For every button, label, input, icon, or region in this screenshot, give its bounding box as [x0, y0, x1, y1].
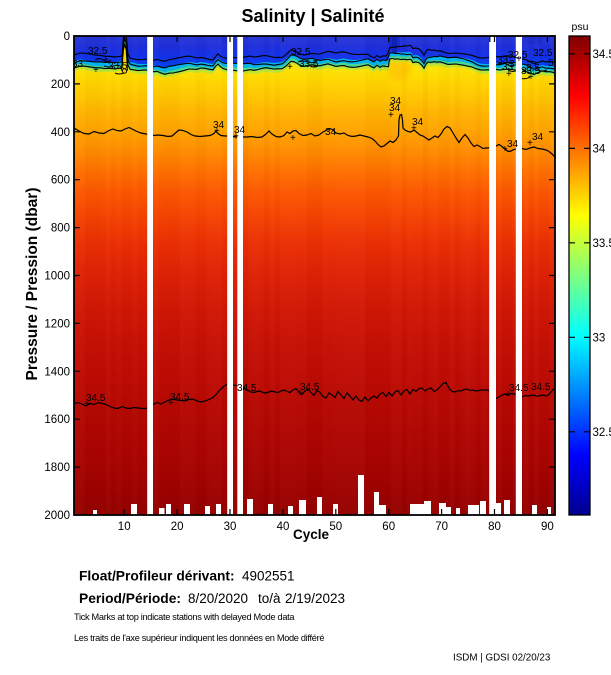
svg-text:400: 400 [51, 127, 70, 139]
svg-text:34: 34 [532, 132, 544, 143]
svg-text:40: 40 [277, 521, 290, 533]
svg-text:34.5: 34.5 [237, 383, 257, 394]
svg-text:Cycle: Cycle [293, 527, 330, 542]
svg-text:32.5: 32.5 [533, 48, 553, 59]
svg-text:50: 50 [329, 521, 342, 533]
svg-text:33.5: 33.5 [593, 238, 611, 250]
svg-text:34.5: 34.5 [509, 383, 529, 394]
svg-text:+: + [233, 132, 239, 143]
svg-text:33: 33 [502, 62, 514, 73]
svg-text:80: 80 [488, 521, 501, 533]
svg-text:5: 5 [548, 58, 554, 69]
svg-text:600: 600 [51, 175, 70, 187]
svg-text:33.5: 33.5 [299, 59, 319, 70]
svg-text:32.5: 32.5 [593, 427, 611, 439]
svg-text:0: 0 [64, 31, 70, 43]
svg-text:200: 200 [51, 79, 70, 91]
svg-text:+: + [411, 124, 417, 135]
svg-text:+: + [502, 144, 508, 155]
svg-text:Les traits de l'axe supérieur: Les traits de l'axe supérieur indiquent … [74, 633, 324, 643]
svg-text:34: 34 [213, 120, 225, 131]
svg-text:10: 10 [118, 521, 131, 533]
svg-text:70: 70 [435, 521, 448, 533]
svg-text:32.5: 32.5 [291, 47, 311, 58]
svg-text:3: 3 [509, 59, 515, 70]
svg-text:34.5: 34.5 [531, 382, 551, 393]
svg-text:33.5: 33.5 [108, 61, 128, 72]
svg-text:33: 33 [593, 332, 606, 344]
svg-text:+: + [84, 399, 90, 410]
svg-text:34: 34 [325, 127, 337, 138]
svg-text:33: 33 [72, 59, 84, 70]
svg-text:1000: 1000 [44, 271, 70, 283]
svg-text:+: + [103, 55, 109, 66]
svg-text:+: + [168, 398, 174, 409]
svg-text:ISDM | GDSI 02/20/23: ISDM | GDSI 02/20/23 [453, 653, 551, 664]
svg-text:60: 60 [382, 521, 395, 533]
svg-text:800: 800 [51, 223, 70, 235]
svg-text:+: + [297, 388, 303, 399]
svg-text:34: 34 [234, 125, 246, 136]
svg-text:32.5: 32.5 [508, 50, 528, 61]
svg-text:34.5: 34.5 [170, 392, 190, 403]
svg-text:+: + [388, 110, 394, 121]
svg-text:+: + [516, 54, 522, 65]
svg-text:1400: 1400 [44, 366, 70, 378]
svg-text:90: 90 [541, 521, 554, 533]
svg-text:+: + [214, 126, 220, 137]
svg-text:34: 34 [507, 139, 519, 150]
svg-text:34.5: 34.5 [593, 49, 611, 61]
svg-text:34: 34 [412, 117, 424, 128]
svg-text:1200: 1200 [44, 318, 70, 330]
svg-text:+: + [290, 133, 296, 144]
svg-text:33.5: 33.5 [521, 66, 541, 77]
svg-text:+: + [287, 62, 293, 73]
svg-text:+: + [506, 69, 512, 80]
svg-text:2000: 2000 [44, 510, 70, 522]
svg-text:+: + [528, 72, 534, 83]
svg-text:Tick Marks at top indicate sta: Tick Marks at top indicate stations with… [74, 612, 295, 622]
svg-text:34: 34 [593, 143, 606, 155]
svg-text:Salinity | Salinité: Salinity | Salinité [241, 6, 384, 26]
svg-text:Float/Profileur dérivant:49025: Float/Profileur dérivant: 4902551 [79, 569, 295, 584]
svg-text:33: 33 [497, 55, 509, 66]
svg-text:8.5: 8.5 [526, 63, 540, 74]
svg-text:psu: psu [572, 21, 589, 33]
svg-text:34.5: 34.5 [86, 393, 106, 404]
svg-text:30: 30 [224, 521, 237, 533]
svg-text:+: + [527, 138, 533, 149]
svg-text:32.5: 32.5 [88, 46, 108, 57]
svg-text:20: 20 [171, 521, 184, 533]
svg-text:+: + [505, 389, 511, 400]
svg-text:Pressure / Pression (dbar): Pressure / Pression (dbar) [24, 188, 41, 381]
svg-text:1800: 1800 [44, 462, 70, 474]
svg-text:1600: 1600 [44, 414, 70, 426]
svg-text:+: + [93, 65, 99, 76]
svg-text:34: 34 [390, 96, 402, 107]
svg-text:34: 34 [389, 103, 401, 114]
svg-text:34.5: 34.5 [300, 382, 320, 393]
